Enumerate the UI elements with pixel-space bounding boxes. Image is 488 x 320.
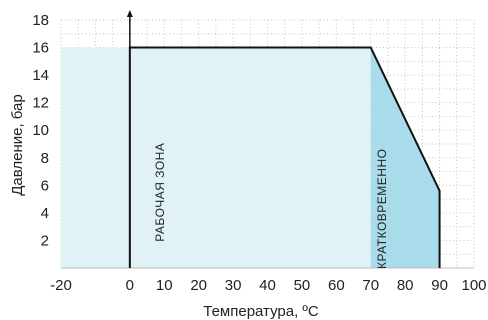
x-tick-label: -20	[50, 277, 72, 294]
working-zone-label: РАБОЧАЯ ЗОНА	[153, 143, 167, 242]
short-term-zone-area	[370, 47, 440, 268]
y-axis-arrow-head	[126, 10, 133, 17]
y-tick-label: 2	[41, 232, 49, 249]
x-axis-title: Температура, ºC	[203, 303, 319, 320]
short-term-zone-label: КРАТКОВРЕМЕННО	[375, 149, 389, 269]
y-tick-label: 14	[32, 67, 49, 84]
y-tick-label: 10	[32, 122, 49, 139]
x-tick-label: 60	[328, 277, 345, 294]
y-tick-label: 6	[41, 177, 49, 194]
y-tick-label: 8	[41, 150, 49, 167]
zone-labels: РАБОЧАЯ ЗОНА КРАТКОВРЕМЕННО	[153, 143, 389, 269]
x-tick-label: 50	[294, 277, 311, 294]
x-tick-label: 70	[362, 277, 379, 294]
x-tick-label: 20	[190, 277, 207, 294]
y-tick-label: 16	[32, 40, 49, 57]
x-tick-label: 100	[461, 277, 486, 294]
y-tick-label: 18	[32, 12, 49, 29]
x-tick-label: 90	[431, 277, 448, 294]
y-tick-label: 4	[41, 205, 49, 222]
x-tick-label: 0	[126, 277, 134, 294]
y-tick-label: 12	[32, 95, 49, 112]
x-tick-label: 10	[156, 277, 173, 294]
boundary	[61, 10, 474, 269]
x-axis-ticks: -20 0 10 20 30 40 50 60 70 80 90 100	[50, 277, 486, 294]
regions	[61, 47, 440, 268]
x-tick-label: 40	[259, 277, 276, 294]
x-tick-label: 80	[397, 277, 414, 294]
y-axis-ticks: 2 4 6 8 10 12 14 16 18	[32, 12, 49, 249]
x-tick-label: 30	[225, 277, 242, 294]
limit-boundary-line	[128, 46, 441, 268]
working-zone-area	[61, 47, 371, 268]
y-axis-title: Давление, бар	[9, 94, 26, 196]
